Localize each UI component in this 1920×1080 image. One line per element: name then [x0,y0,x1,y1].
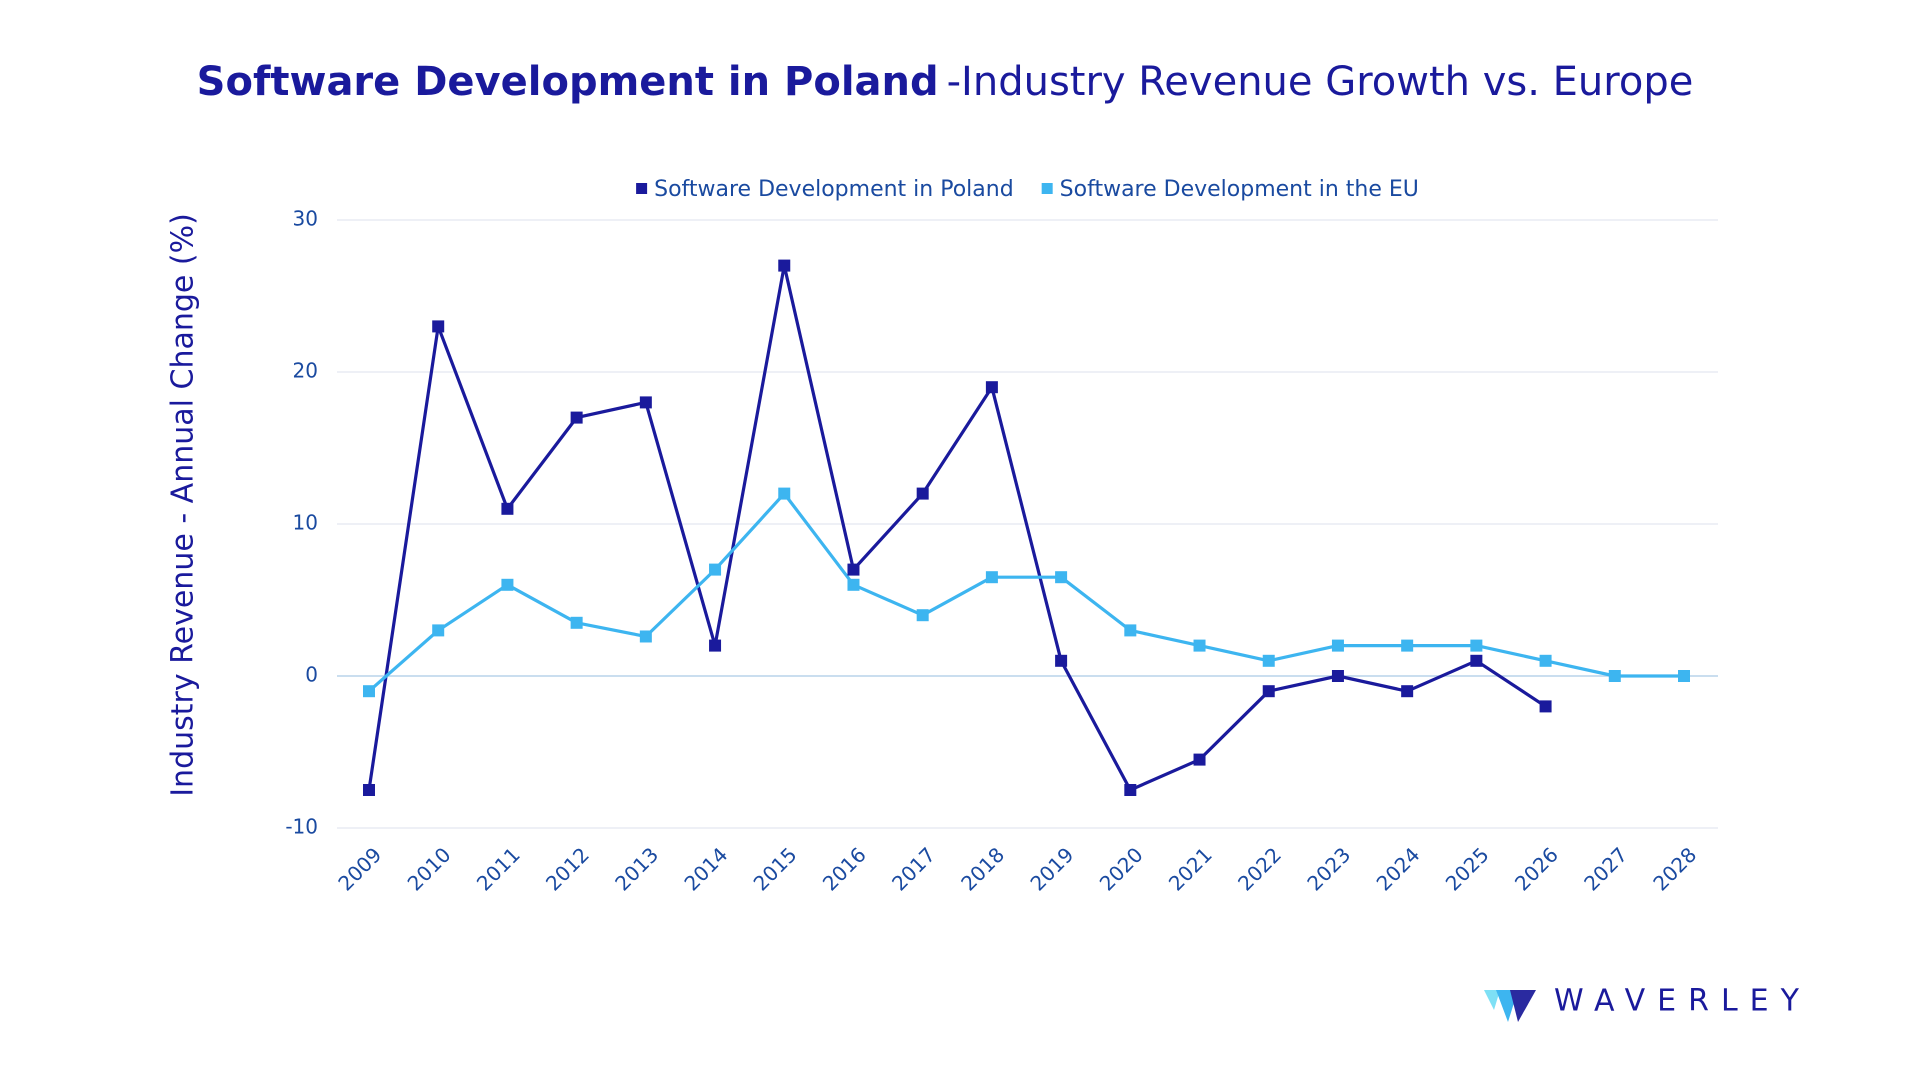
series-line [367,492,1684,693]
data-point [1262,685,1275,698]
data-point [501,578,514,591]
x-tick-label: 2016 [818,843,871,896]
data-point [1401,685,1414,698]
logo-shape [1510,990,1536,1022]
data-point [1193,639,1206,652]
data-point [363,784,375,796]
x-tick-label: 2024 [1372,843,1425,896]
legend-label: Software Development in the EU [1060,177,1419,202]
x-tick-label: 2026 [1510,843,1563,896]
x-tick-label: 2027 [1579,843,1632,896]
x-tick-label: 2015 [749,843,802,896]
y-tick-label: 0 [305,663,318,687]
data-point [778,259,791,272]
x-tick-label: 2022 [1233,843,1286,896]
data-point [1401,639,1414,652]
data-point [985,381,998,394]
chart-subtitle: -Industry Revenue Growth vs. Europe [947,59,1694,105]
data-point [709,639,722,652]
x-tick-label: 2013 [610,843,663,896]
data-point [1470,639,1483,652]
y-tick-label: 10 [293,511,318,535]
data-point [847,563,860,576]
data-point [1470,654,1483,667]
data-point [916,487,929,500]
data-point [1331,639,1344,652]
data-point [1055,654,1068,667]
data-point [709,563,722,576]
x-tick-label: 2025 [1441,843,1494,896]
x-tick-label: 2028 [1648,843,1701,896]
data-point [778,487,791,500]
data-point [432,624,445,637]
data-point [1124,784,1137,796]
x-tick-label: 2017 [887,843,940,896]
y-axis-label: Industry Revenue - Annual Change (%) [166,213,201,797]
x-tick-label: 2018 [956,843,1009,896]
brand: WAVERLEY [1554,984,1811,1019]
x-tick-label: 2021 [1164,843,1217,896]
data-point [1193,753,1206,766]
data-point [501,502,514,515]
legend-label: Software Development in Poland [654,177,1014,202]
data-point [1124,624,1137,637]
legend: Software Development in Poland Software D… [636,177,1419,202]
data-point [916,609,929,622]
y-tick-label: -10 [285,815,318,839]
x-tick-label: 2019 [1025,843,1078,896]
x-tick-label: 2020 [1095,843,1148,896]
chart-title: Software Development in Poland [197,59,939,105]
data-point [847,578,860,591]
logo: WAVERLEY [1484,984,1811,1022]
data-point [1055,571,1068,584]
data-point [363,685,375,698]
y-tick-label: 20 [293,359,318,383]
x-tick-label: 2014 [679,843,732,896]
x-tick-label: 2010 [403,843,456,896]
y-tick-label: 30 [293,207,318,231]
data-point [570,616,583,629]
data-point [1678,670,1690,682]
x-tick-label: 2023 [1302,843,1355,896]
x-tick-label: 2012 [541,843,594,896]
data-point [1539,654,1552,667]
legend-marker [636,183,648,194]
x-tick-label: 2009 [333,843,386,896]
data-point [639,630,652,643]
data-point [1331,670,1344,682]
data-point [639,396,652,409]
legend-marker [1041,183,1053,194]
x-tick-label: 2011 [472,843,525,896]
chart-title-group: Software Development in Poland -Industry … [197,59,1694,105]
logo-shape [1484,990,1500,1010]
data-point [985,571,998,584]
data-point [432,320,445,333]
data-point [1262,654,1275,667]
data-point [1539,700,1552,713]
series-line [367,264,1547,792]
data-point [1608,670,1621,682]
data-point [570,411,583,424]
